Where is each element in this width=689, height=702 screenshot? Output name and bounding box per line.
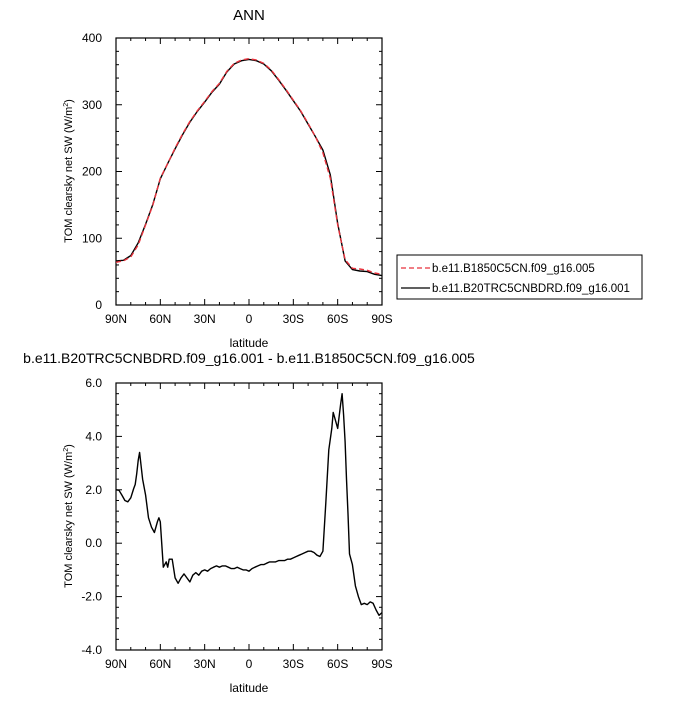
- legend: b.e11.B1850C5CN.f09_g16.005 b.e11.B20TRC…: [396, 254, 643, 300]
- legend-label-experiment: b.e11.B20TRC5CNBDRD.f09_g16.001: [432, 283, 630, 295]
- bottom-y-axis-label: TOM clearsky net SW (W/m2): [63, 444, 75, 588]
- bottom-y-tick-label: -4.0: [81, 643, 102, 657]
- bottom-x-tick-label: 30S: [283, 657, 304, 671]
- top-y-tick-label: 200: [82, 165, 102, 179]
- bottom-y-tick-label: 6.0: [85, 376, 102, 390]
- top-series-line-0: [115, 58, 383, 275]
- top-y-tick-label: 400: [82, 31, 102, 45]
- bottom-y-tick-label: -2.0: [81, 590, 102, 604]
- bottom-x-axis-label: latitude: [230, 681, 269, 695]
- bottom-x-tick-label: 60N: [149, 657, 171, 671]
- bottom-x-tick-label: 90N: [105, 657, 127, 671]
- top-panel: ANN 90N 60N 30N 0 30S 60S 90S 0 100 200 300 400 lat…: [63, 7, 393, 350]
- bottom-y-axis-label-close: ): [63, 444, 75, 448]
- bottom-series-line-0: [115, 393, 383, 616]
- bottom-plot-frame: [115, 382, 383, 651]
- top-y-axis-label-main: TOM clearsky net SW (W/m: [63, 107, 75, 243]
- bottom-y-tick-label: 2.0: [85, 483, 102, 497]
- top-x-tick-label: 90N: [105, 312, 127, 326]
- top-title: ANN: [233, 7, 265, 24]
- bottom-y-tick-label: 0.0: [85, 536, 102, 550]
- bottom-title: b.e11.B20TRC5CNBDRD.f09_g16.001 - b.e11.…: [23, 350, 475, 366]
- top-x-tick-label: 30S: [283, 312, 304, 326]
- bottom-x-tick-label: 0: [246, 657, 253, 671]
- top-x-tick-label: 0: [246, 312, 253, 326]
- bottom-x-tick-label: 30N: [194, 657, 216, 671]
- bottom-y-tick-label: 4.0: [85, 429, 102, 443]
- top-x-axis-label: latitude: [230, 336, 269, 350]
- bottom-x-tick-label: 90S: [371, 657, 392, 671]
- legend-box: [396, 254, 643, 300]
- top-series-line-1: [115, 58, 383, 277]
- top-y-axis-label-sup: 2: [63, 103, 70, 107]
- top-x-tick-label: 60S: [327, 312, 348, 326]
- top-y-tick-label: 100: [82, 231, 102, 245]
- top-x-tick-label: 60N: [149, 312, 171, 326]
- bottom-panel: b.e11.B20TRC5CNBDRD.f09_g16.001 - b.e11.…: [23, 350, 475, 695]
- top-y-axis-label-close: ): [63, 99, 75, 103]
- top-x-tick-label: 90S: [371, 312, 392, 326]
- bottom-y-axis-label-main: TOM clearsky net SW (W/m: [63, 452, 75, 588]
- top-y-axis-label: TOM clearsky net SW (W/m2): [63, 99, 75, 243]
- bottom-x-tick-label: 60S: [327, 657, 348, 671]
- legend-label-control: b.e11.B1850C5CN.f09_g16.005: [432, 263, 595, 275]
- top-x-tick-label: 30N: [194, 312, 216, 326]
- top-y-tick-label: 300: [82, 98, 102, 112]
- top-plot-frame: [115, 37, 383, 306]
- bottom-y-axis-label-sup: 2: [63, 448, 70, 452]
- top-y-tick-label: 0: [95, 298, 102, 312]
